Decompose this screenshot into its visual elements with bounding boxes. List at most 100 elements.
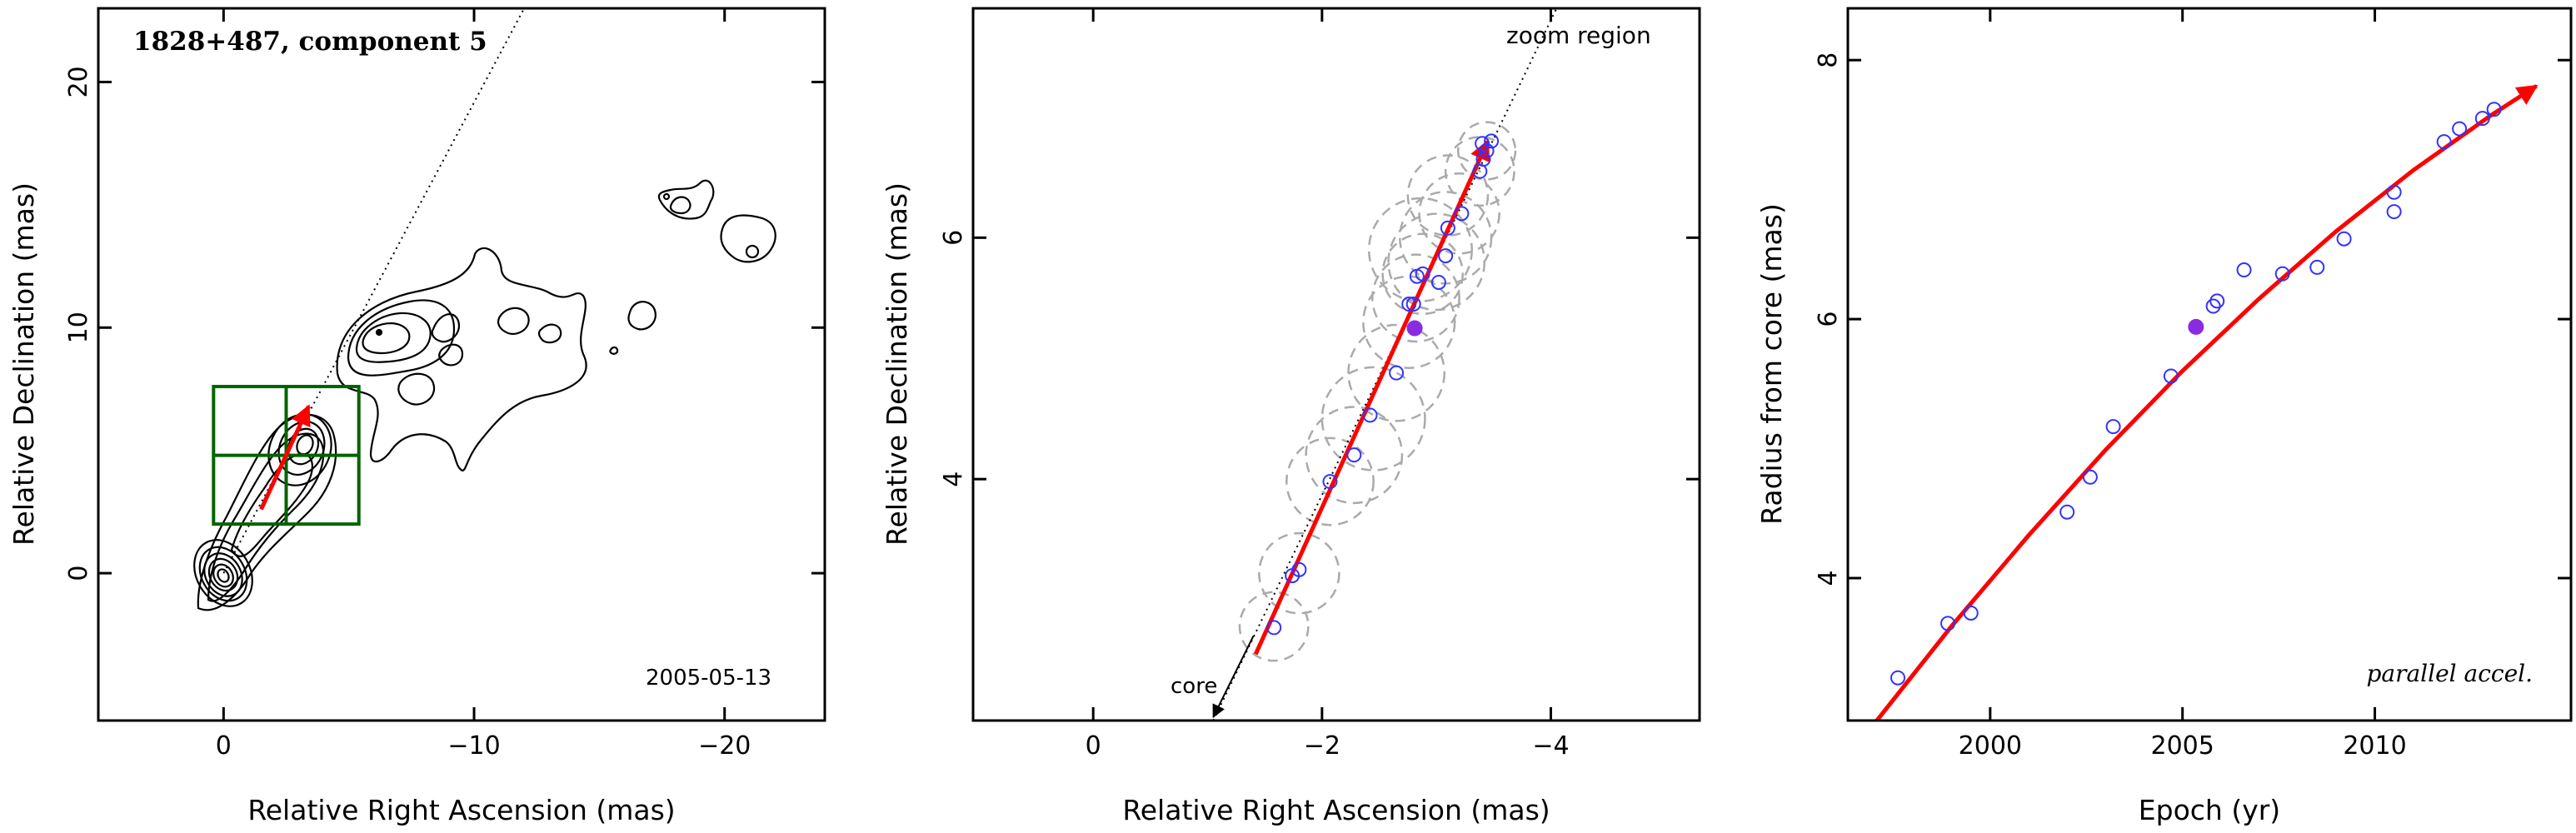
x-tick-label: 2010 [2343,731,2406,761]
panel-3-ylabel: Radius from core (mas) [1755,203,1788,525]
y-tick-label: 6 [1814,312,1843,327]
panel-1-tick-labels: 0 −10 −20 0 10 20 [64,66,751,761]
data-point [1266,620,1282,636]
panel-1-frame [97,7,826,722]
data-point [1963,605,1979,621]
panel-3-xlabel: Epoch (yr) [2139,794,2280,826]
x-tick-label: 0 [216,731,232,761]
y-tick-label: 6 [939,230,968,246]
panel-3-points [1890,102,2502,686]
data-point [1291,561,1307,577]
data-point [1438,248,1454,264]
y-tick-label: 10 [64,312,93,343]
comp5-contour-2 [277,421,326,476]
x-tick-label: 2005 [2151,731,2214,761]
data-point [1940,616,1956,631]
y-tick-label: 4 [939,471,968,487]
error-circle [1456,121,1517,181]
comp5-contour-1 [267,413,332,486]
y-tick-label: 8 [1814,52,1843,68]
fit-curve [1874,84,2539,721]
data-point [1362,407,1378,423]
lobe-contour-7 [537,323,562,344]
lobe-contour-4 [362,322,411,355]
outer-patch-3 [657,179,715,220]
data-point [1890,670,1906,686]
jet-contour-outer [197,414,337,611]
panel-2-points [1266,133,1500,636]
data-point [1454,206,1470,222]
data-point [2105,419,2121,435]
panel-1-date-label: 2005-05-13 [646,666,771,691]
core-label: core [1171,674,1217,699]
error-circle [1367,197,1473,302]
lobe-contour-6 [497,307,530,335]
outer-patch-4 [720,214,776,263]
panel-2: 0 −2 −4 4 6 zoom region core Relative Right … [881,7,1701,826]
data-point [1475,136,1490,152]
panel-2-ticks [973,8,1700,721]
data-point [2236,262,2252,278]
panel-2-ylabel: Relative Declination (mas) [881,182,913,546]
error-circle [1286,436,1375,526]
panel-3-annotation: parallel accel. [2366,660,2533,687]
filled-data-point [1406,320,1423,337]
data-point [2386,204,2402,220]
panel-2-motion-vector [1253,139,1490,656]
data-point [2486,102,2502,117]
panel-1-contours [193,179,776,611]
y-tick-label: 4 [1814,570,1843,586]
outer-patch-5 [662,192,671,201]
error-circle [1258,531,1340,615]
core-arrow [1212,636,1255,719]
data-point [2452,121,2468,137]
x-tick-label: −2 [1304,731,1340,761]
zoom-region-label: zoom region [1506,22,1651,49]
error-circle [1444,136,1515,207]
panel-3: 2000 2005 2010 4 6 8 parallel accel. Epoch (y… [1755,7,2573,826]
data-point [1440,220,1455,236]
panel-1-motion-vector [259,404,311,511]
data-point [1389,365,1405,381]
outer-patch-2 [609,346,619,355]
x-tick-label: −20 [698,731,751,761]
data-point [1322,474,1338,490]
data-point [2474,111,2490,127]
panel-1-ylabel: Relative Declination (mas) [7,182,40,546]
outer-patch-1 [627,301,656,331]
panel-2-frame [971,7,1701,722]
x-tick-label: −10 [447,731,500,761]
error-circle [1381,232,1464,316]
lobe-contour-9 [438,343,464,367]
lobe-peak [375,328,383,337]
data-point [2209,293,2225,309]
data-point [1415,266,1430,282]
data-point [1346,447,1362,463]
lobe-contour-8 [397,372,436,406]
y-tick-label: 20 [64,66,93,97]
error-circle [1362,275,1456,369]
error-circle [1320,366,1426,471]
panel-1-xlabel: Relative Right Ascension (mas) [247,794,675,826]
core-contour-2 [198,546,248,602]
panel-3-tick-labels: 2000 2005 2010 4 6 8 [1814,52,2407,761]
lobe-contour-3 [355,312,432,363]
panel-1-ticks [98,8,825,721]
data-point [1479,143,1495,158]
x-tick-label: 2000 [1959,731,2022,761]
data-point [2386,184,2402,200]
data-point [1484,133,1500,149]
panel-3-frame [1846,7,2573,722]
data-point [2436,134,2452,150]
jet-contour-inner [230,452,313,557]
comp5-contour-4 [296,434,314,456]
lobe-contour-5 [431,313,461,343]
filled-data-point [2188,318,2204,335]
lobe-contour-outer [336,247,587,472]
core-contour-6 [217,568,230,583]
error-circle [1305,406,1404,505]
panel-1-title: 1828+487, component 5 [133,27,487,57]
panel-3-ticks [1848,8,2571,721]
error-circle [1238,591,1310,662]
lobe-contour-2 [347,299,456,377]
